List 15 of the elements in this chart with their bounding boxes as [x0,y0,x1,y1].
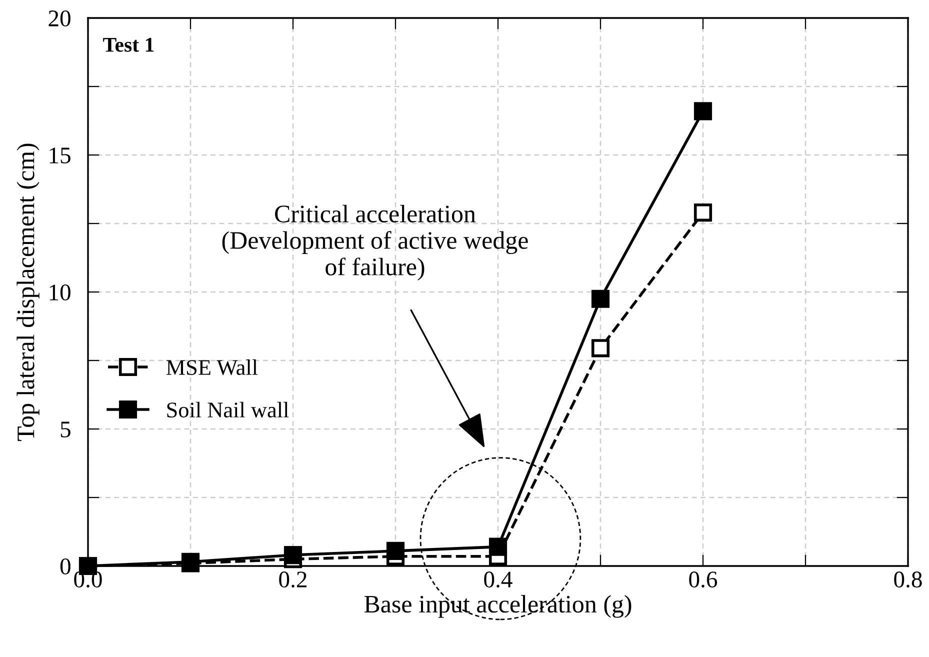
x-tick-label: 0.6 [689,572,718,588]
x-tick-label: 0.2 [279,572,306,588]
y-tick-label: 10 [50,284,70,300]
y-tick-label: 20 [48,10,70,26]
x-tick-label: 0.4 [484,572,512,588]
x-axis-title: Base input acceleration (g) [364,595,632,618]
y-tick-label: 15 [50,148,70,164]
legend-label: Soil Nail wall [167,402,289,418]
y-tick-label: 5 [60,422,70,438]
annotation: Test 1 [103,38,154,52]
x-tick-label: 0.8 [894,572,922,588]
y-axis-title: Top lateral displacement (cm) [16,144,40,441]
y-tick-label: 0 [60,558,70,574]
annotation: Critical acceleration (Development of active wedge of failure) [222,204,528,280]
legend-label: MSE Wall [166,359,258,376]
